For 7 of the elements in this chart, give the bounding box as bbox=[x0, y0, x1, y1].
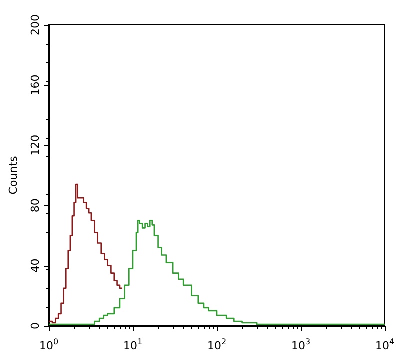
y-tick-label: 160 bbox=[29, 74, 42, 96]
y-axis-title: Counts bbox=[7, 156, 20, 195]
y-tick-label: 120 bbox=[29, 134, 42, 156]
y-tick-label: 0 bbox=[29, 322, 42, 330]
y-tick-label: 200 bbox=[29, 14, 42, 36]
y-tick-label: 40 bbox=[29, 258, 42, 273]
y-tick-label: 80 bbox=[29, 198, 42, 213]
